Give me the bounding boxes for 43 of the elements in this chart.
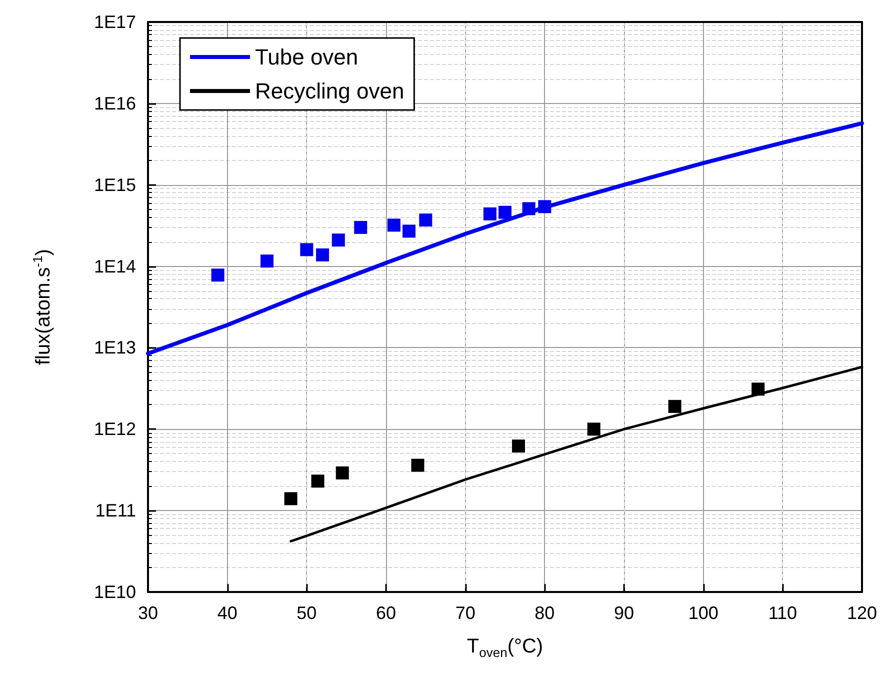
x-tick-label: 120 [846, 603, 878, 623]
point [311, 474, 324, 488]
point [522, 202, 536, 216]
point [483, 207, 496, 220]
x-tick-label: 30 [138, 603, 158, 623]
point [752, 382, 765, 396]
point [538, 200, 552, 214]
legend-label: Recycling oven [255, 78, 404, 104]
point [498, 206, 512, 219]
y-axis-title: flux(atom.s-1) [30, 248, 54, 366]
x-tick-label: 40 [217, 603, 238, 623]
line-series [146, 121, 864, 356]
y-tick-label: 1E13 [94, 338, 136, 358]
point [354, 220, 368, 234]
y-tick-label: 1E11 [95, 500, 136, 521]
point [587, 422, 600, 436]
y-tick-label: 1E14 [94, 256, 136, 276]
y-tick-label: 1E15 [94, 174, 136, 195]
point [300, 243, 314, 256]
point [402, 224, 416, 238]
point [211, 268, 224, 282]
y-tick-label: 1E16 [94, 93, 136, 114]
point [260, 254, 274, 268]
point [387, 218, 400, 232]
x-tick-label: 110 [768, 603, 798, 623]
point [284, 492, 298, 506]
point [419, 214, 432, 227]
y-tick-label: 1E10 [94, 582, 136, 602]
point [316, 248, 330, 262]
x-tick-label: 70 [455, 603, 476, 623]
point [411, 458, 424, 472]
x-tick-label: 100 [688, 603, 718, 623]
point [512, 440, 525, 453]
y-tick-label: 1E17 [94, 12, 136, 32]
point [668, 400, 682, 413]
x-tick-label: 80 [534, 603, 555, 623]
x-tick-label: 50 [296, 603, 317, 623]
x-tick-label: 90 [614, 603, 634, 623]
y-tick-label: 1E12 [94, 419, 136, 440]
x-tick-label: 60 [376, 603, 396, 623]
point [332, 234, 345, 247]
legend-label: Tube oven [255, 44, 358, 70]
point [336, 466, 349, 480]
